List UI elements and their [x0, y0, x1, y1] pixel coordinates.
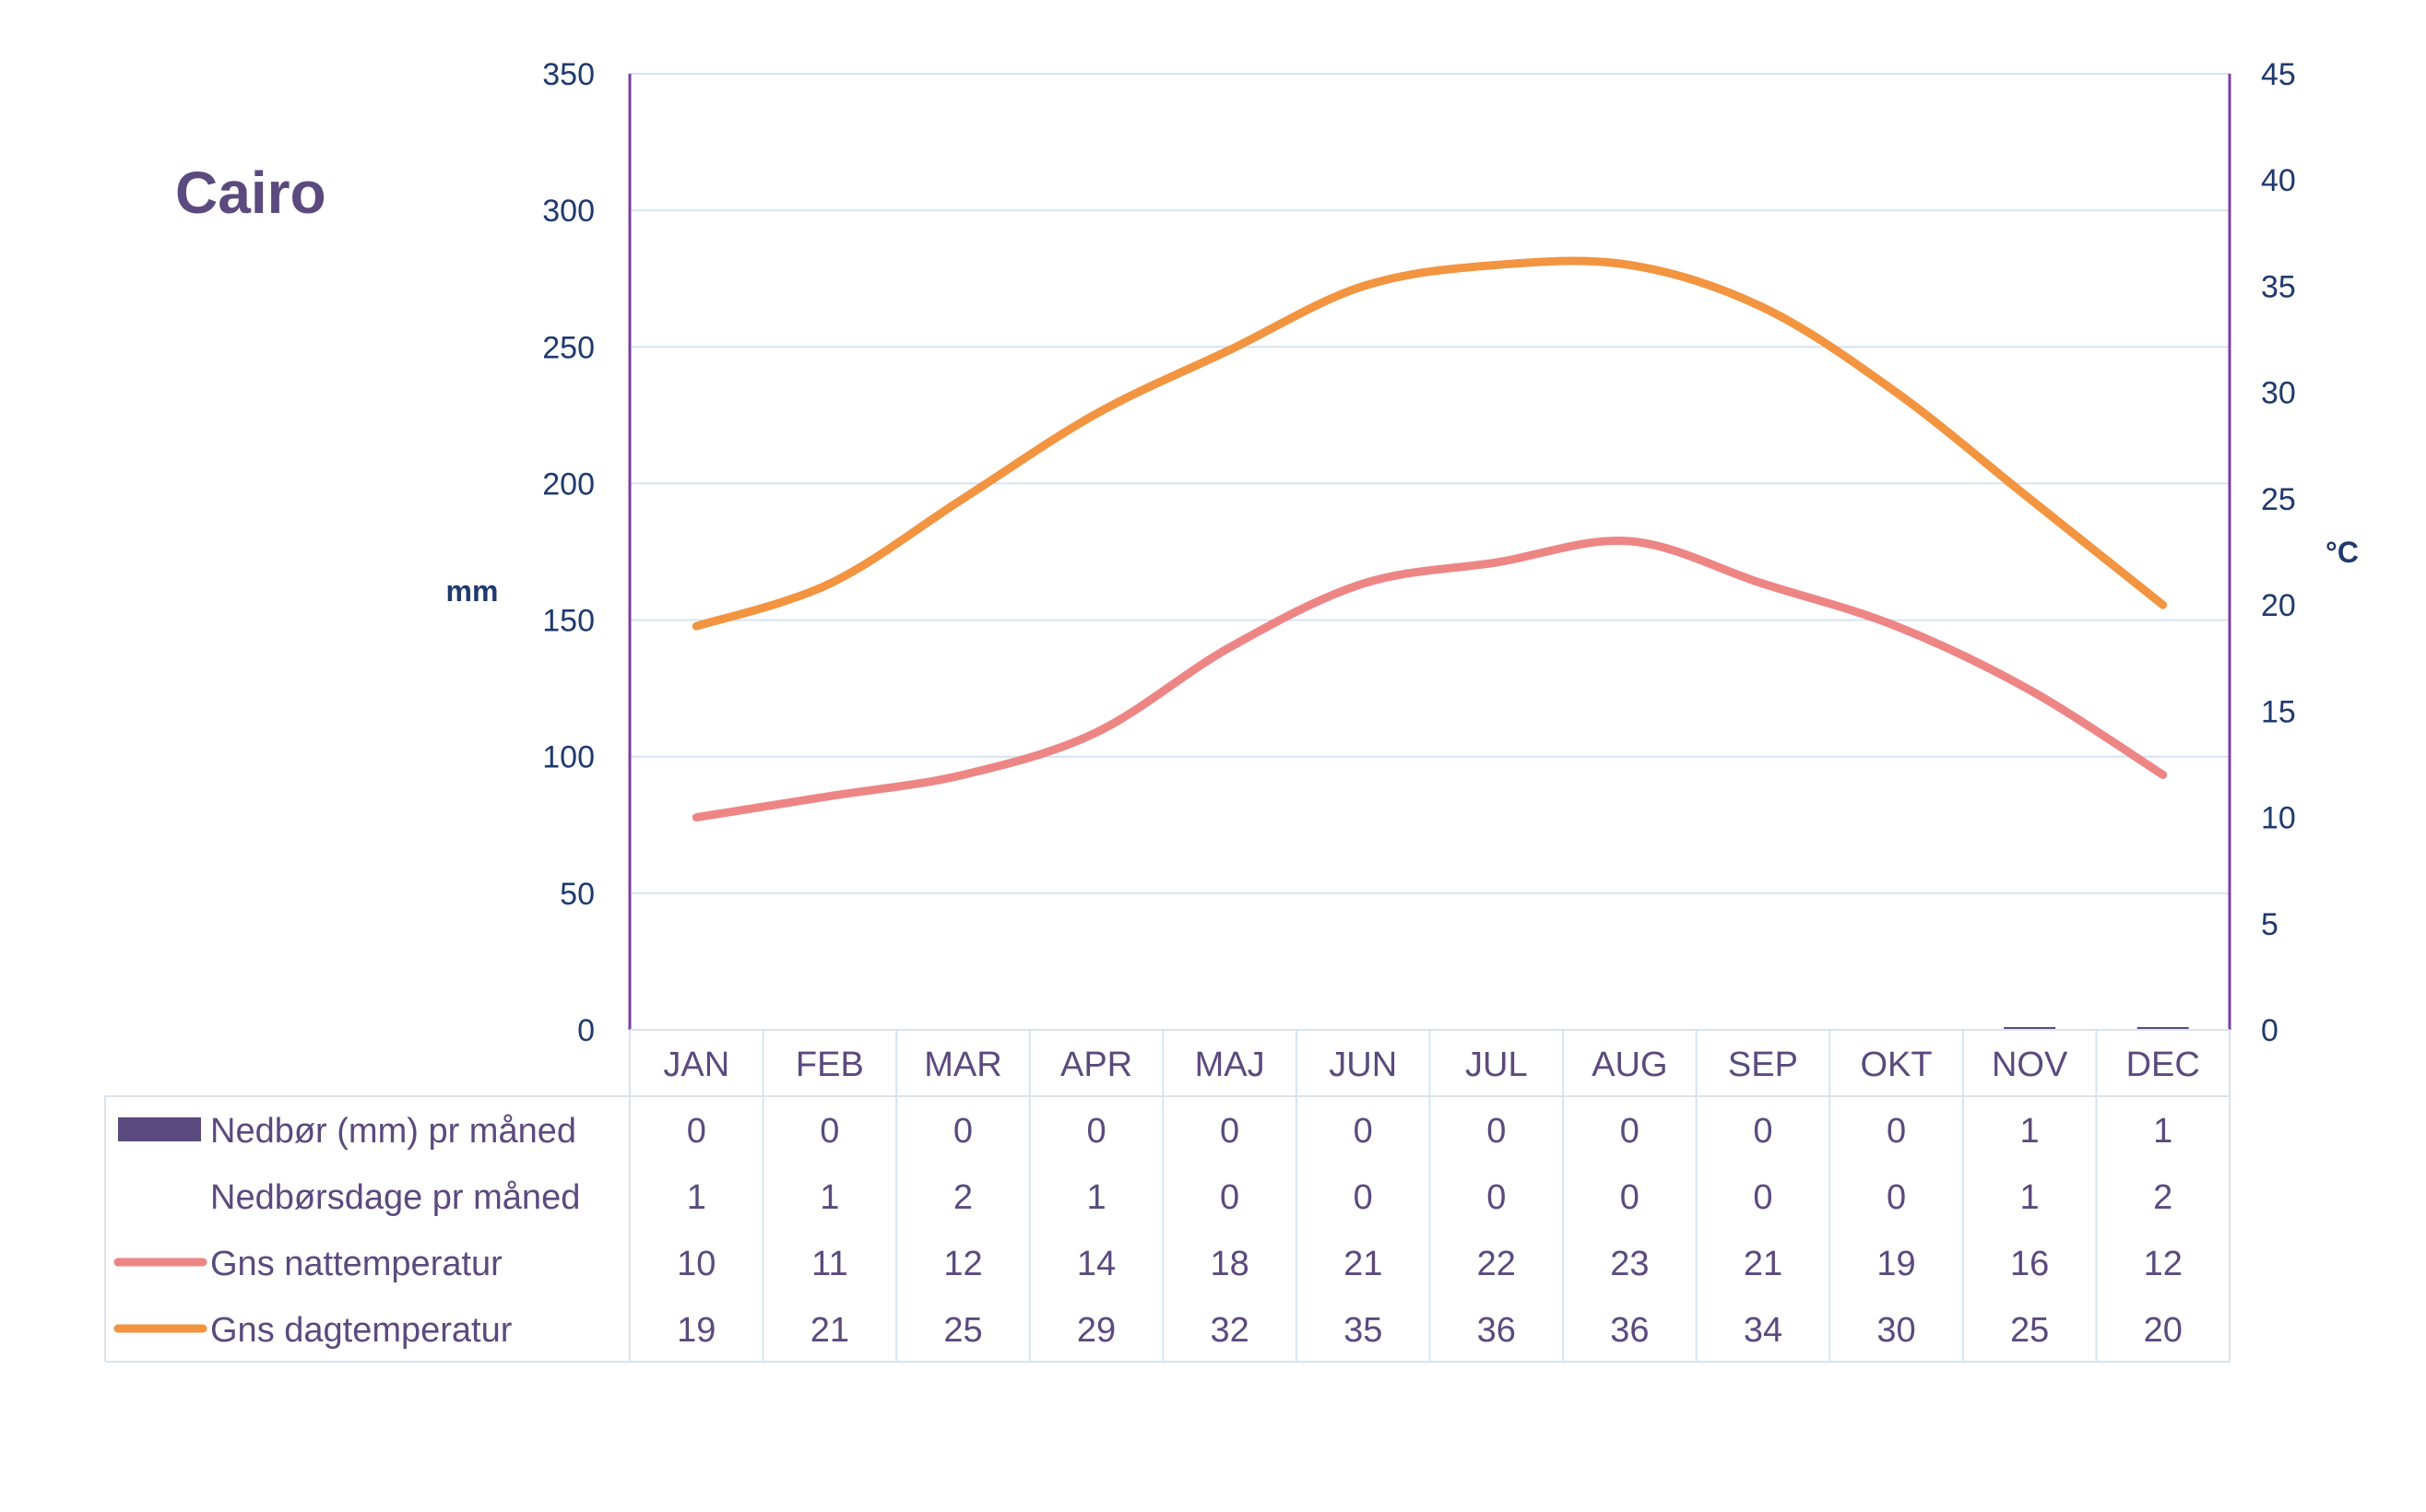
- table-value: 35: [1343, 1311, 1382, 1350]
- table-value: 22: [1477, 1245, 1516, 1283]
- table-value: 1: [687, 1178, 706, 1217]
- table-value: 25: [2010, 1311, 2049, 1350]
- precip-bar: [2004, 1027, 2056, 1030]
- table-value: 32: [1210, 1311, 1249, 1350]
- right-tick-label: 5: [2261, 907, 2278, 942]
- right-tick-label: 45: [2261, 57, 2296, 92]
- data-table: JAN FEB MAR APR MAJ JUN JUL AUG SEP OKT NOV DEC Nedb…: [104, 1029, 2231, 1363]
- table-value: 0: [1887, 1178, 1906, 1217]
- category-label: JAN: [663, 1045, 729, 1084]
- table-value: 0: [820, 1112, 839, 1151]
- table-value: 19: [677, 1311, 716, 1350]
- category-label: MAR: [924, 1045, 1001, 1084]
- table-value: 11: [811, 1245, 847, 1283]
- table-value: 21: [1744, 1245, 1782, 1283]
- table-value: 0: [1354, 1178, 1373, 1217]
- axis-labels: 0 50 100 150 200 250 300 350 0 5 10 15 20 25 30 35 40 45 m…: [446, 57, 2359, 1048]
- day-temp-line: [692, 256, 2168, 631]
- left-tick-label: 0: [577, 1013, 595, 1048]
- table-value: 29: [1077, 1311, 1116, 1350]
- table-value: 0: [1753, 1178, 1772, 1217]
- right-tick-label: 35: [2261, 269, 2296, 304]
- table-value: 12: [943, 1245, 982, 1283]
- table-value: 36: [1477, 1311, 1516, 1350]
- category-label: JUN: [1329, 1045, 1397, 1084]
- table-value: 1: [1086, 1178, 1106, 1217]
- right-axis-title: °C: [2325, 536, 2359, 569]
- category-label: DEC: [2126, 1045, 2200, 1084]
- temperature-lines: [692, 256, 2168, 822]
- night-temp-line: [692, 536, 2168, 822]
- table-value: 12: [2144, 1245, 2183, 1283]
- table-value: 0: [1086, 1112, 1106, 1151]
- left-tick-label: 350: [542, 57, 595, 92]
- table-value: 0: [953, 1112, 973, 1151]
- left-tick-label: 150: [542, 604, 595, 639]
- table-value: 14: [1077, 1245, 1116, 1283]
- legend-key-bar: [118, 1117, 201, 1141]
- category-label: OKT: [1860, 1045, 1932, 1084]
- category-label: APR: [1060, 1045, 1132, 1084]
- left-tick-label: 200: [542, 467, 595, 502]
- right-tick-label: 25: [2261, 482, 2296, 517]
- table-value: 0: [1620, 1178, 1639, 1217]
- chart-title: Cairo: [175, 159, 326, 226]
- right-tick-label: 30: [2261, 376, 2296, 411]
- table-value: 0: [1354, 1112, 1373, 1151]
- axes: [628, 74, 2231, 1030]
- right-tick-label: 10: [2261, 801, 2296, 836]
- table-value: 36: [1610, 1311, 1649, 1350]
- table-value: 0: [1486, 1178, 1506, 1217]
- category-label: MAJ: [1195, 1045, 1265, 1084]
- left-tick-label: 50: [560, 877, 595, 912]
- table-value: 30: [1876, 1311, 1915, 1350]
- right-tick-label: 0: [2261, 1013, 2278, 1048]
- left-tick-label: 100: [542, 740, 595, 775]
- grid-lines: [630, 73, 2230, 894]
- table-value: 1: [2020, 1178, 2040, 1217]
- table-value: 34: [1744, 1311, 1782, 1350]
- table-value: 2: [2153, 1178, 2172, 1217]
- row-label: Nedbør (mm) pr måned: [210, 1112, 576, 1151]
- left-tick-label: 250: [542, 330, 595, 365]
- table-value: 0: [687, 1112, 706, 1151]
- table-value: 1: [820, 1178, 839, 1217]
- table-value: 16: [2010, 1245, 2049, 1283]
- right-tick-label: 20: [2261, 588, 2296, 623]
- table-value: 25: [943, 1311, 982, 1350]
- table-value: 10: [677, 1245, 716, 1283]
- table-value: 0: [1887, 1112, 1906, 1151]
- category-label: JUL: [1465, 1045, 1528, 1084]
- table-value: 20: [2144, 1311, 2183, 1350]
- row-label: Nedbørsdage pr måned: [210, 1178, 580, 1217]
- table-value: 18: [1210, 1245, 1249, 1283]
- right-tick-label: 40: [2261, 163, 2296, 198]
- table-value: 0: [1486, 1112, 1506, 1151]
- table-value: 21: [1343, 1245, 1382, 1283]
- left-axis-title: mm: [446, 574, 499, 608]
- precip-bar: [2136, 1027, 2189, 1030]
- category-label: SEP: [1728, 1045, 1798, 1084]
- table-value: 23: [1610, 1245, 1649, 1283]
- category-label: AUG: [1592, 1045, 1667, 1084]
- precipitation-bars: [2004, 1027, 2189, 1030]
- row-label: Gns nattemperatur: [210, 1245, 503, 1283]
- right-tick-label: 15: [2261, 694, 2296, 729]
- table-value: 0: [1753, 1112, 1772, 1151]
- row-label: Gns dagtemperatur: [210, 1311, 513, 1350]
- category-label: NOV: [1992, 1045, 2068, 1084]
- table-value: 1: [2153, 1112, 2172, 1151]
- table-value: 0: [1620, 1112, 1639, 1151]
- table-value: 1: [2020, 1112, 2040, 1151]
- category-label: FEB: [796, 1045, 864, 1084]
- table-value: 21: [811, 1311, 849, 1350]
- table-value: 0: [1220, 1178, 1239, 1217]
- left-tick-label: 300: [542, 194, 595, 229]
- table-value: 2: [953, 1178, 973, 1217]
- table-value: 0: [1220, 1112, 1239, 1151]
- table-value: 19: [1876, 1245, 1915, 1283]
